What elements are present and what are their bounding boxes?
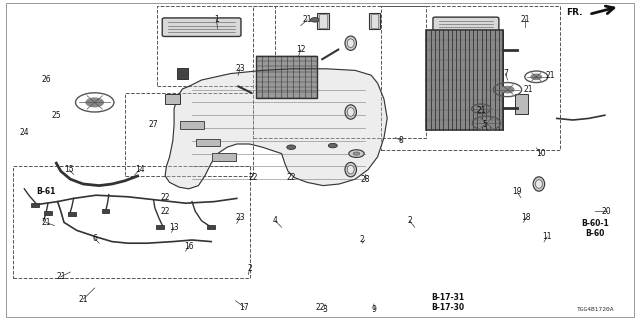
Text: B-61: B-61 xyxy=(36,188,56,196)
Bar xyxy=(369,13,380,29)
Text: 22: 22 xyxy=(287,173,296,182)
Text: 16: 16 xyxy=(184,242,194,251)
Bar xyxy=(515,94,528,114)
Text: 22: 22 xyxy=(161,207,170,216)
Bar xyxy=(426,30,503,130)
Ellipse shape xyxy=(345,36,356,51)
Bar xyxy=(157,6,275,86)
Text: B-17-30: B-17-30 xyxy=(431,303,465,312)
Text: TGG4B1720A: TGG4B1720A xyxy=(577,307,614,312)
Circle shape xyxy=(501,86,514,93)
Text: 21: 21 xyxy=(303,15,312,24)
Bar xyxy=(102,209,109,213)
Text: 2: 2 xyxy=(247,264,252,273)
Bar xyxy=(371,14,378,28)
Bar xyxy=(177,68,188,79)
Ellipse shape xyxy=(345,163,356,177)
Text: 27: 27 xyxy=(148,120,159,129)
Bar xyxy=(207,225,215,229)
Text: 1: 1 xyxy=(214,15,219,24)
Text: 2: 2 xyxy=(407,216,412,225)
Text: 22: 22 xyxy=(316,303,324,312)
Text: 23: 23 xyxy=(235,64,245,73)
Circle shape xyxy=(310,18,319,22)
Ellipse shape xyxy=(536,180,542,188)
Text: 20: 20 xyxy=(602,207,612,216)
Text: 21: 21 xyxy=(524,85,532,94)
Bar xyxy=(44,211,52,215)
Text: FR.: FR. xyxy=(566,8,582,17)
Text: 13: 13 xyxy=(169,223,179,232)
Text: B-17-31: B-17-31 xyxy=(431,293,465,302)
Bar xyxy=(319,14,327,28)
Text: 25: 25 xyxy=(51,111,61,120)
Text: 21: 21 xyxy=(546,71,555,80)
Text: 22: 22 xyxy=(161,193,170,202)
Ellipse shape xyxy=(348,39,354,48)
Text: 26: 26 xyxy=(42,75,52,84)
Text: 14: 14 xyxy=(134,165,145,174)
Bar xyxy=(125,93,253,176)
Circle shape xyxy=(287,145,296,149)
Text: B-60: B-60 xyxy=(586,229,605,238)
Text: 9: 9 xyxy=(372,305,377,314)
Text: 5: 5 xyxy=(483,120,488,129)
Text: 3: 3 xyxy=(322,305,327,314)
Text: 23: 23 xyxy=(235,213,245,222)
Text: 22: 22 xyxy=(248,173,257,182)
Text: 10: 10 xyxy=(536,149,546,158)
Text: 8: 8 xyxy=(399,136,404,145)
Text: 7: 7 xyxy=(503,69,508,78)
Bar xyxy=(68,212,76,216)
Bar xyxy=(256,56,317,98)
Bar xyxy=(13,166,250,278)
Text: 11: 11 xyxy=(543,232,552,241)
Text: B-60-1: B-60-1 xyxy=(581,220,609,228)
Bar xyxy=(196,139,220,146)
Text: 24: 24 xyxy=(19,128,29,137)
Text: 28: 28 xyxy=(360,175,369,184)
Ellipse shape xyxy=(533,177,545,191)
FancyBboxPatch shape xyxy=(163,18,241,36)
Circle shape xyxy=(480,120,493,126)
Bar xyxy=(381,6,560,150)
Polygon shape xyxy=(165,69,387,189)
Text: 17: 17 xyxy=(239,303,250,312)
Bar xyxy=(165,94,180,104)
Bar xyxy=(317,13,329,29)
Text: 15: 15 xyxy=(64,165,74,174)
Text: 21: 21 xyxy=(56,272,65,281)
Circle shape xyxy=(86,98,104,107)
Ellipse shape xyxy=(348,108,354,116)
Text: 21: 21 xyxy=(477,106,486,115)
Circle shape xyxy=(477,107,486,111)
Circle shape xyxy=(328,143,337,148)
Circle shape xyxy=(531,74,541,79)
Text: 18: 18 xyxy=(522,213,531,222)
Text: 4: 4 xyxy=(273,216,278,225)
Text: 21: 21 xyxy=(520,15,529,24)
Bar xyxy=(156,225,164,229)
Text: 21: 21 xyxy=(79,295,88,304)
Circle shape xyxy=(349,150,364,157)
Bar xyxy=(31,203,39,207)
Text: 2: 2 xyxy=(359,236,364,244)
Text: 6: 6 xyxy=(92,234,97,243)
Text: 21: 21 xyxy=(42,218,51,227)
Circle shape xyxy=(353,152,360,155)
Bar xyxy=(253,6,426,138)
Ellipse shape xyxy=(348,165,354,174)
Text: 12: 12 xyxy=(296,45,305,54)
Bar xyxy=(180,121,204,129)
FancyBboxPatch shape xyxy=(433,17,499,34)
Ellipse shape xyxy=(345,105,356,119)
Bar xyxy=(212,153,236,161)
Text: 19: 19 xyxy=(512,188,522,196)
